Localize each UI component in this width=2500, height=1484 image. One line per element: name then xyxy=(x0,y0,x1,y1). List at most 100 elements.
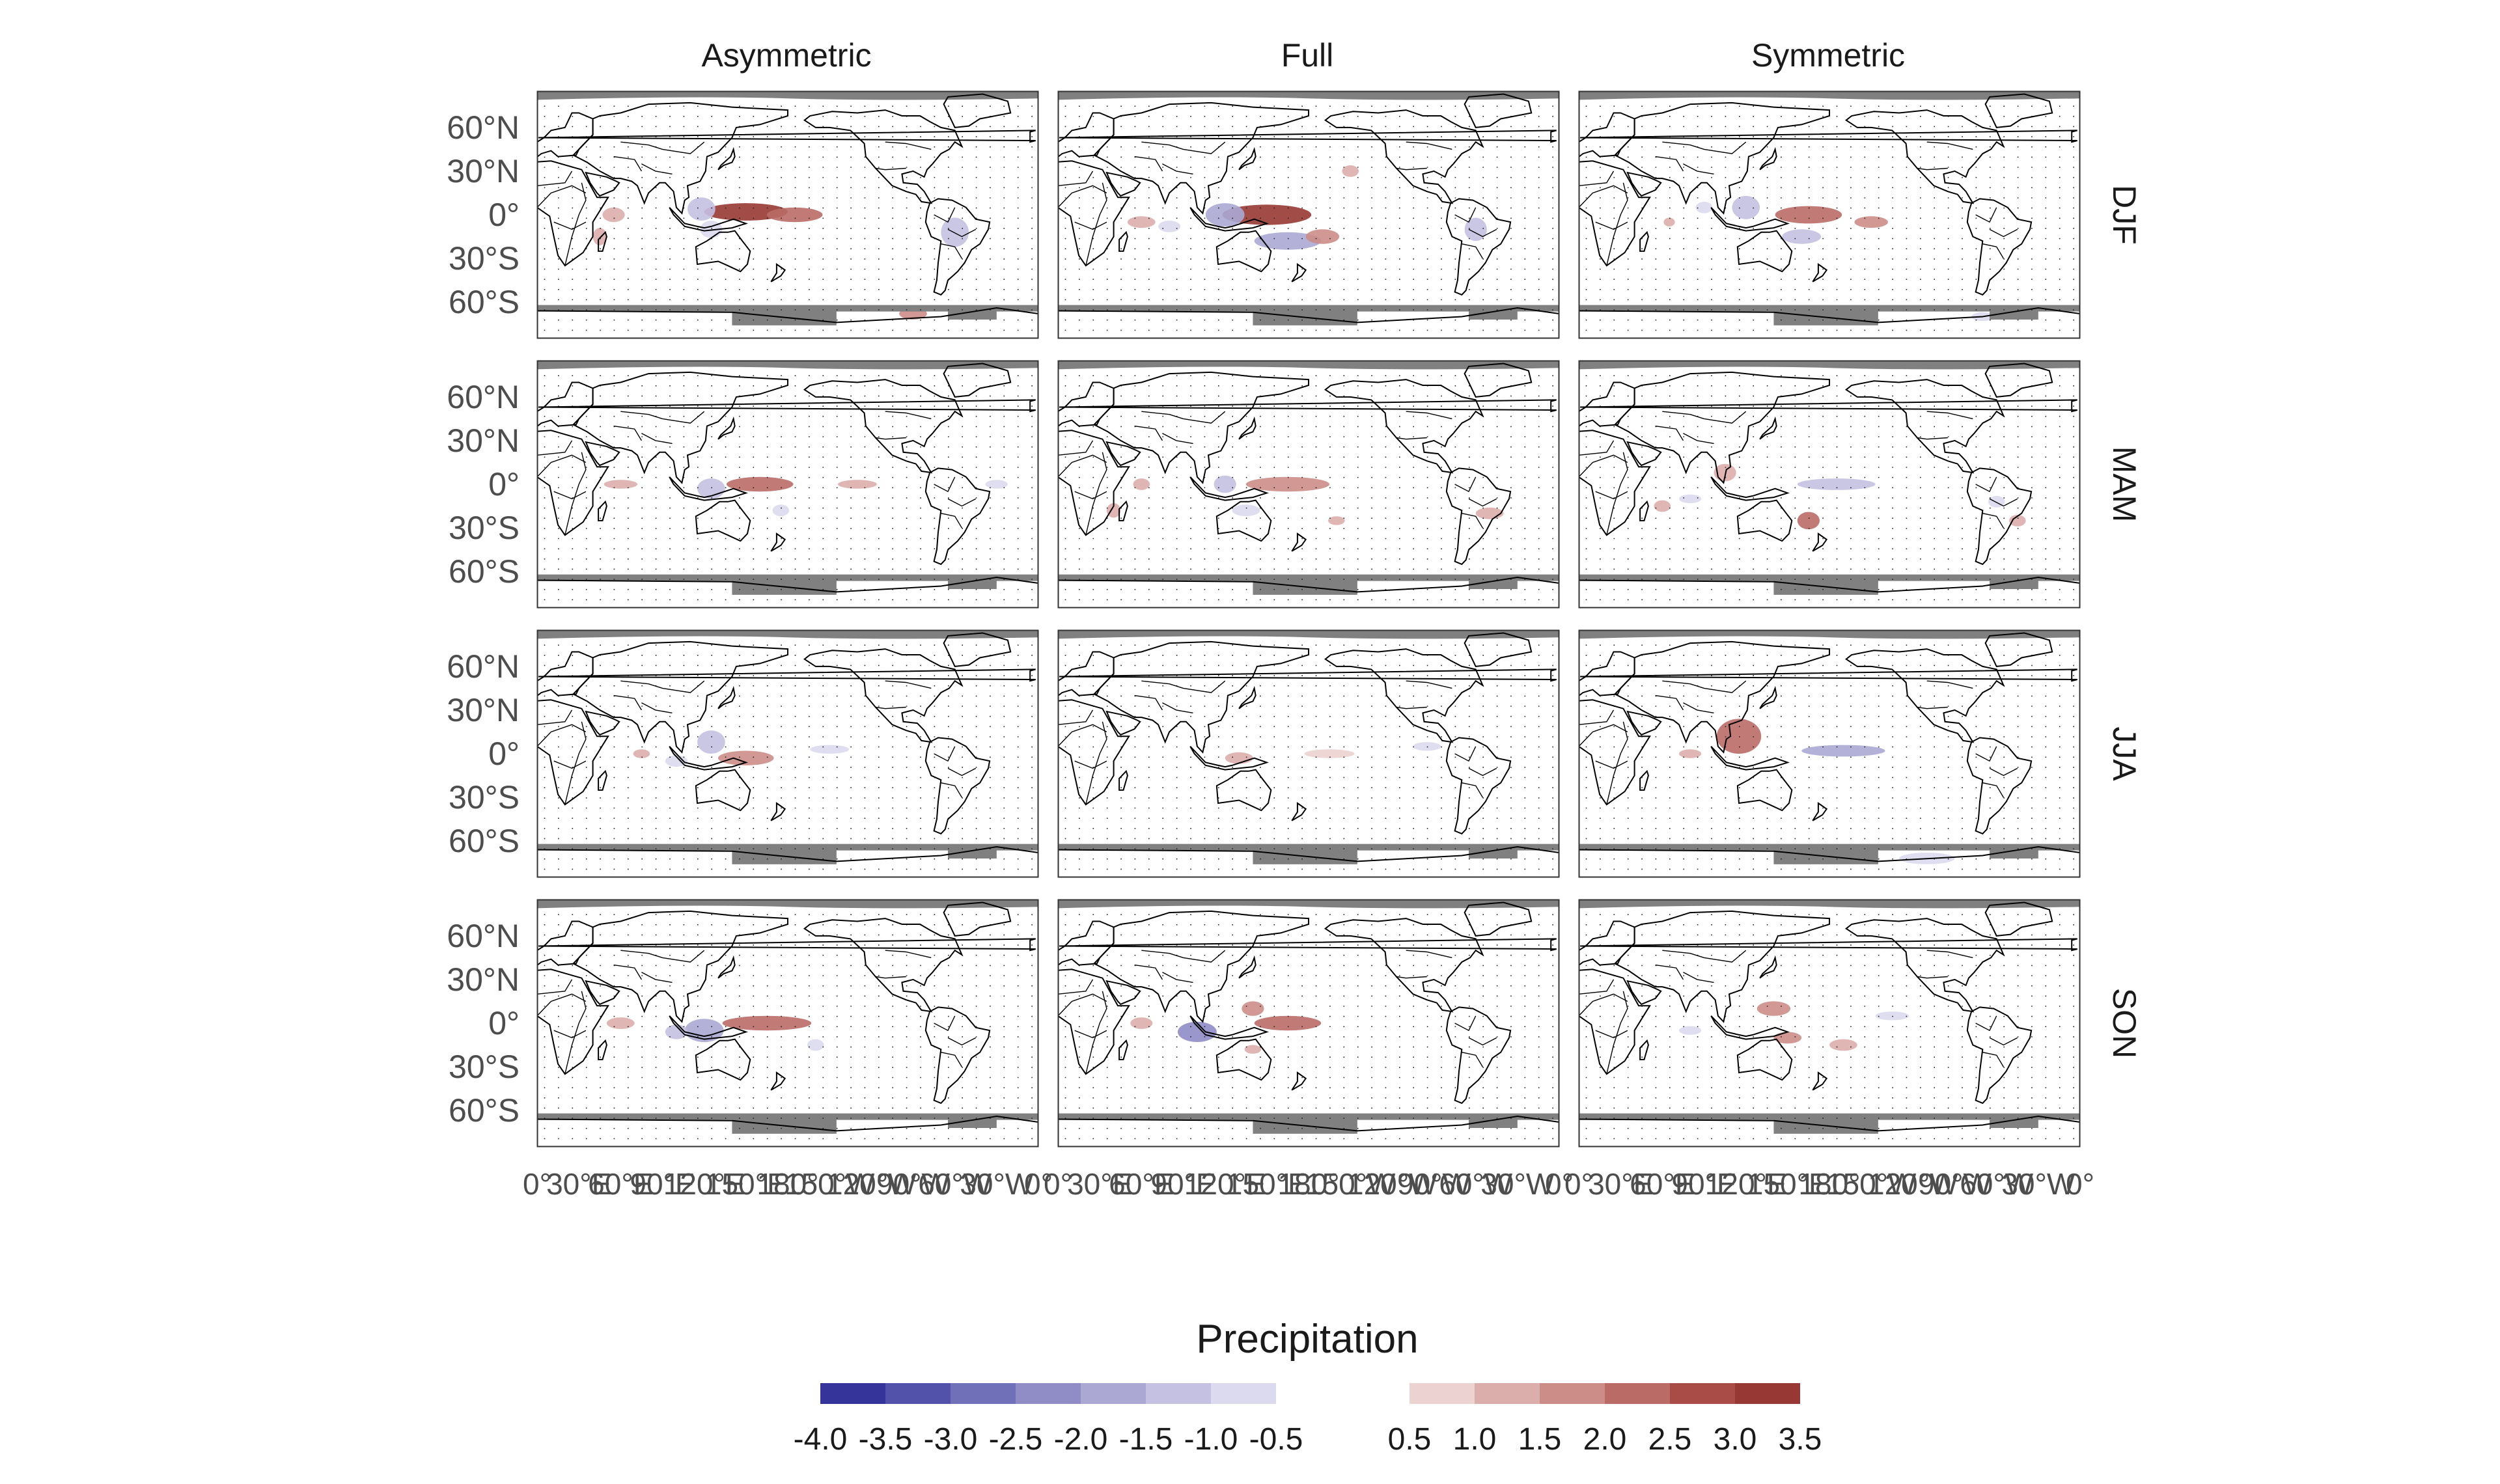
anomaly-patch xyxy=(1797,478,1876,490)
country-border xyxy=(1975,1015,1997,1032)
legend-negative-label: -4.0 xyxy=(794,1422,848,1457)
country-border xyxy=(1058,709,1094,725)
x-tick-label: 150°W xyxy=(1305,1167,1396,1201)
north-land-mask xyxy=(1579,361,2080,370)
panel-border xyxy=(1057,899,1560,1147)
coastline-australia xyxy=(695,769,751,812)
country-border xyxy=(1085,721,1107,805)
country-border xyxy=(613,156,642,172)
coastline-australia xyxy=(695,1038,751,1081)
coastline-australia xyxy=(1215,1038,1272,1081)
antarctic-mask xyxy=(1773,849,1878,864)
country-border xyxy=(1058,185,1107,208)
anomaly-patch xyxy=(1679,1026,1702,1035)
country-border xyxy=(1454,1015,1477,1032)
row-title-djf: DJF xyxy=(2106,185,2143,245)
column-title-full: Full xyxy=(1281,37,1334,74)
country-border xyxy=(941,513,963,529)
coastline-nz xyxy=(1812,263,1828,282)
map-panel-full-jja xyxy=(1057,629,1560,878)
coastline-africa xyxy=(537,969,609,1075)
anomaly-patch xyxy=(985,480,1008,489)
legend-negative-swatch xyxy=(1146,1383,1211,1404)
y-tick-label: 60°S xyxy=(449,284,520,320)
antarctica-coast xyxy=(1579,307,2080,323)
map-panel-symmetric-djf xyxy=(1578,90,2081,339)
anomaly-patch xyxy=(1854,216,1888,228)
anomaly-patch xyxy=(1413,742,1441,751)
x-tick-label: 120°E xyxy=(1705,1167,1787,1201)
country-border xyxy=(941,782,963,798)
antarctic-mask xyxy=(732,580,837,595)
anomaly-patch xyxy=(1757,1001,1791,1016)
coastline-asia xyxy=(572,640,788,754)
coastline-namerica xyxy=(803,109,964,204)
anomaly-patch xyxy=(1829,1039,1857,1051)
anomaly-patch xyxy=(718,750,774,765)
x-tick-label: 120°E xyxy=(1184,1167,1266,1201)
antarctic-mask xyxy=(1773,1119,1878,1134)
coastline-nz xyxy=(770,802,786,821)
country-border xyxy=(1595,221,1628,230)
x-tick-label: 0° xyxy=(1564,1167,1593,1201)
y-tick-label: 30°S xyxy=(449,1049,520,1085)
map-panel-full-son xyxy=(1057,899,1560,1147)
panel-border xyxy=(536,90,1039,339)
y-tick-label: 30°S xyxy=(449,240,520,277)
coastline-africa xyxy=(1579,430,1651,536)
country-border xyxy=(1468,1037,1497,1046)
country-border xyxy=(1396,976,1427,979)
anomaly-patch xyxy=(807,1039,824,1051)
south-mask-band xyxy=(1058,574,1559,581)
anomaly-patch xyxy=(602,207,625,223)
country-border xyxy=(1662,680,1747,693)
anomaly-patch xyxy=(766,207,823,223)
coastline-asia xyxy=(1092,640,1309,754)
map-panel-full-mam xyxy=(1057,360,1560,609)
coastline-australia xyxy=(1736,499,1793,542)
anomaly-patch xyxy=(1242,1001,1264,1016)
country-border xyxy=(1074,491,1107,500)
antarctica-coast xyxy=(537,846,1038,862)
country-border xyxy=(1074,760,1107,769)
country-border xyxy=(620,411,705,424)
coastline-samerica xyxy=(924,737,991,835)
y-tick-label: 60°N xyxy=(447,918,520,954)
coastline-arabia xyxy=(585,710,620,736)
anomaly-patch xyxy=(2009,515,2026,527)
south-mask-band xyxy=(1579,305,2080,312)
anomaly-patch xyxy=(697,730,725,754)
south-mask-band xyxy=(1058,1113,1559,1120)
country-border xyxy=(1683,163,1714,175)
coastline-madagascar xyxy=(1118,769,1128,791)
coastline-nz xyxy=(1291,1071,1307,1091)
country-border xyxy=(1134,694,1163,711)
north-land-mask xyxy=(1058,900,1559,909)
country-border xyxy=(620,680,705,693)
country-border xyxy=(1406,680,1452,689)
coastline-samerica xyxy=(924,467,991,566)
significance-stipple xyxy=(1585,914,2074,1140)
country-border xyxy=(1579,171,1615,186)
coastline-nz xyxy=(770,532,786,552)
north-land-mask xyxy=(1579,630,2080,639)
x-tick-label: 60°W xyxy=(918,1167,992,1201)
map-panel-asymmetric-mam xyxy=(536,360,1039,609)
country-border xyxy=(1606,452,1628,536)
coastline-japan xyxy=(717,955,736,979)
legend-positive-swatch xyxy=(1540,1383,1605,1404)
significance-stipple xyxy=(544,375,1033,601)
country-border xyxy=(934,207,956,223)
coastline-namerica xyxy=(1324,109,1484,204)
anomaly-patch xyxy=(1222,204,1312,225)
x-tick-label: 120°W xyxy=(1868,1167,1958,1201)
country-border xyxy=(941,1052,963,1067)
country-border xyxy=(1606,991,1628,1075)
anomaly-patch xyxy=(1801,745,1885,757)
coastline-australia xyxy=(1215,499,1272,542)
country-border xyxy=(1655,694,1684,711)
anomaly-patch xyxy=(1714,463,1736,482)
y-tick-label: 30°N xyxy=(447,692,520,728)
coastline-indonesia xyxy=(1189,207,1269,232)
coastline-samerica xyxy=(1445,467,1512,566)
